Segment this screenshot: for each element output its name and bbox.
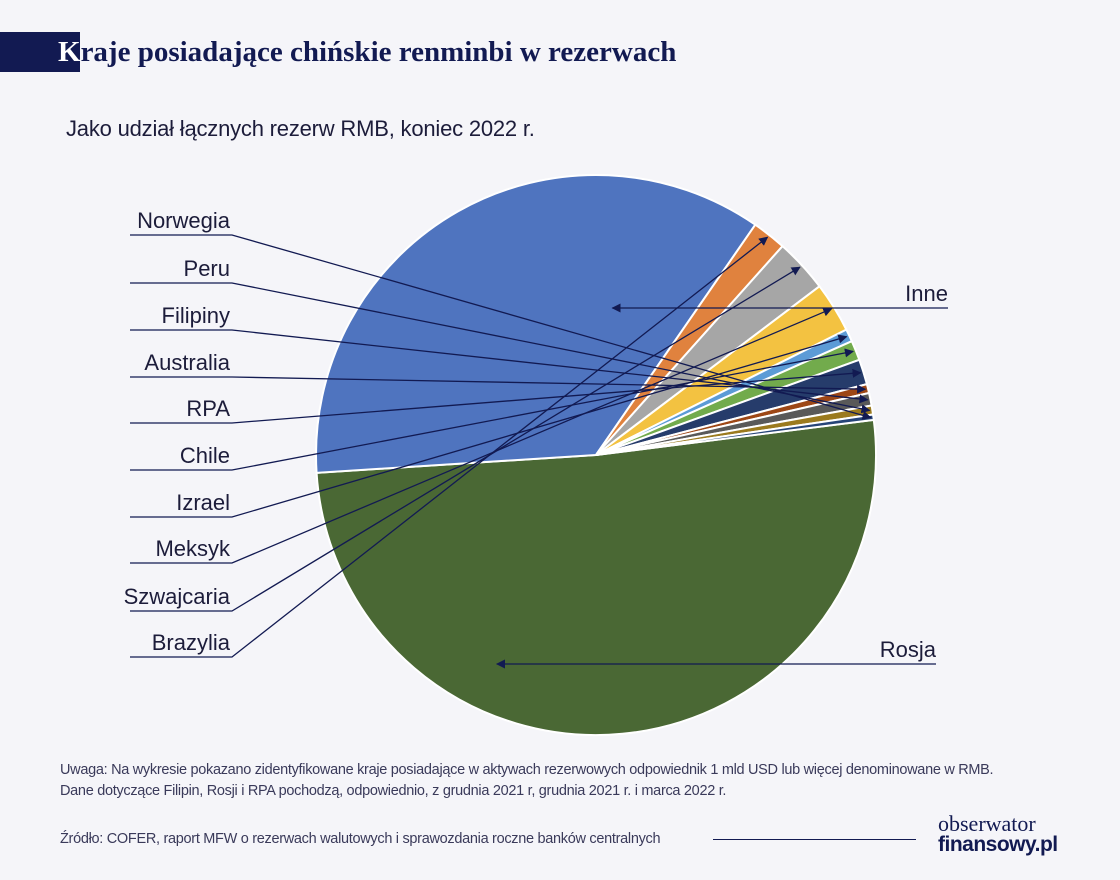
slice-label-rpa: RPA — [186, 396, 230, 421]
slice-label-australia: Australia — [144, 350, 230, 375]
slice-label-rosja: Rosja — [880, 637, 937, 662]
pie-slice-inne — [315, 418, 877, 736]
note-line-1: Uwaga: Na wykresie pokazano zidentyfikow… — [60, 762, 994, 778]
slice-label-szwajcaria: Szwajcaria — [124, 584, 231, 609]
slice-label-peru: Peru — [184, 256, 230, 281]
pie-callouts: Inne Rosja Brazylia Szwajcaria Meksyk Izrael C… — [124, 208, 948, 669]
page-title: Kraje posiadające chińskie renminbi w re… — [58, 34, 676, 70]
callout-line-szwajcaria — [130, 266, 801, 612]
callout-line-izrael — [130, 334, 848, 518]
logo-line-2: finansowy.pl — [938, 833, 1058, 856]
title-accent-bar — [0, 32, 80, 72]
slice-label-izrael: Izrael — [176, 490, 230, 515]
pie-slices — [315, 174, 877, 736]
slice-label-chile: Chile — [180, 443, 230, 468]
pie-slice-norwegia — [595, 413, 875, 456]
note-line-2: Dane dotyczące Filipin, Rosji i RPA poch… — [60, 783, 727, 799]
publisher-logo: obserwator finansowy.pl — [930, 812, 1080, 860]
callout-line-brazylia — [130, 236, 769, 658]
callout-line-chile — [130, 348, 854, 471]
logo-line-1: obserwator — [938, 811, 1036, 836]
slice-label-meksyk: Meksyk — [155, 536, 231, 561]
chart-note: Uwaga: Na wykresie pokazano zidentyfikow… — [60, 760, 1100, 802]
slice-label-inne: Inne — [905, 281, 948, 306]
chart-subtitle: Jako udział łącznych rezerw RMB, koniec … — [66, 116, 535, 141]
chart-source: Źródło: COFER, raport MFW o rezerwach wa… — [60, 831, 661, 847]
slice-label-norwegia: Norwegia — [137, 208, 231, 233]
callout-line-filipiny — [130, 329, 869, 404]
callout-line-rpa — [130, 368, 862, 424]
title-first-letter: K — [58, 36, 81, 68]
callout-line-australia — [130, 376, 867, 394]
slice-label-brazylia: Brazylia — [152, 630, 231, 655]
slice-label-filipiny: Filipiny — [162, 303, 230, 328]
source-divider — [713, 839, 916, 840]
pie-slice-rosja — [315, 174, 757, 474]
title-text: raje posiadające chińskie renminbi w rez… — [80, 36, 677, 68]
callout-line-norwegia — [130, 234, 872, 420]
callout-line-peru — [130, 282, 871, 414]
